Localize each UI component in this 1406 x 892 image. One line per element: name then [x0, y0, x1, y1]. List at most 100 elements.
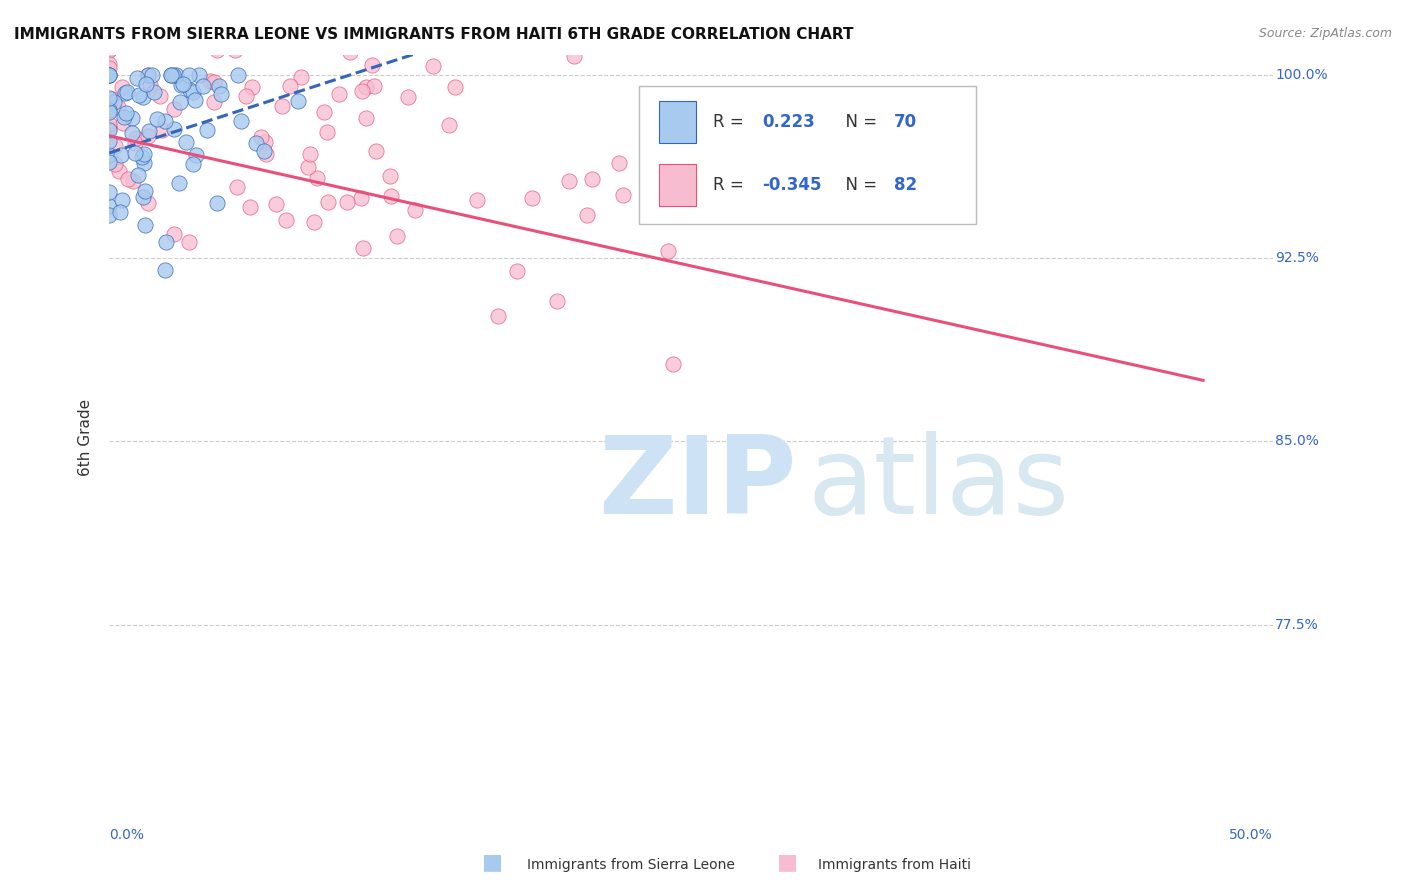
Text: 85.0%: 85.0% — [1275, 434, 1319, 449]
Point — [125, 71, 148, 86]
FancyBboxPatch shape — [658, 164, 696, 206]
Point — [339, 45, 361, 59]
Point — [378, 169, 401, 184]
Point — [298, 147, 321, 161]
Point — [136, 129, 159, 144]
Point — [98, 68, 121, 82]
Point — [657, 244, 679, 259]
Text: N =: N = — [835, 177, 883, 194]
Point — [177, 235, 200, 249]
Point — [363, 79, 385, 94]
Point — [131, 190, 153, 204]
Text: 0.0%: 0.0% — [110, 828, 145, 842]
Point — [142, 85, 165, 99]
Point — [205, 43, 228, 57]
Text: IMMIGRANTS FROM SIERRA LEONE VS IMMIGRANTS FROM HAITI 6TH GRADE CORRELATION CHAR: IMMIGRANTS FROM SIERRA LEONE VS IMMIGRAN… — [14, 27, 853, 42]
Point — [136, 195, 159, 210]
Point — [235, 89, 257, 103]
Point — [98, 43, 121, 57]
Point — [264, 197, 287, 211]
Point — [287, 95, 309, 109]
Point — [138, 124, 160, 138]
Text: ■: ■ — [482, 853, 502, 872]
Point — [224, 43, 246, 57]
Text: 82: 82 — [894, 177, 917, 194]
Point — [98, 103, 121, 117]
Text: 50.0%: 50.0% — [1229, 828, 1272, 842]
Point — [98, 198, 121, 212]
Point — [163, 227, 186, 242]
Point — [98, 123, 121, 137]
Point — [200, 73, 222, 87]
Point — [114, 105, 136, 120]
Point — [422, 59, 444, 73]
Point — [239, 200, 262, 214]
Point — [558, 174, 581, 188]
Point — [385, 228, 408, 243]
Text: 77.5%: 77.5% — [1275, 618, 1319, 632]
Point — [202, 75, 225, 89]
Point — [98, 57, 121, 71]
Point — [253, 144, 276, 158]
Point — [110, 80, 132, 95]
Text: R =: R = — [713, 177, 749, 194]
Point — [208, 79, 231, 94]
Text: atlas: atlas — [807, 431, 1070, 537]
Point — [437, 119, 460, 133]
Point — [181, 157, 204, 171]
Point — [169, 95, 191, 110]
Point — [271, 99, 294, 113]
Point — [128, 87, 150, 102]
Point — [104, 138, 127, 153]
Point — [134, 184, 156, 198]
Point — [117, 86, 139, 100]
Point — [245, 136, 267, 150]
Point — [98, 117, 121, 131]
Point — [352, 84, 374, 98]
Point — [290, 70, 312, 84]
Point — [132, 90, 155, 104]
Point — [350, 191, 373, 205]
Point — [98, 208, 121, 222]
Point — [160, 68, 183, 82]
Point — [202, 95, 225, 109]
Text: ■: ■ — [778, 853, 797, 872]
Point — [612, 188, 634, 202]
Point — [111, 193, 134, 207]
Point — [155, 235, 177, 249]
Point — [98, 69, 121, 83]
Point — [169, 176, 191, 190]
Point — [250, 130, 273, 145]
Point — [240, 79, 263, 94]
Point — [98, 154, 121, 169]
Point — [141, 68, 163, 82]
Point — [124, 146, 146, 161]
Point — [132, 156, 155, 170]
Point — [163, 102, 186, 116]
Point — [122, 174, 145, 188]
Point — [226, 180, 249, 194]
Point — [146, 112, 169, 126]
Point — [364, 144, 387, 158]
Point — [179, 83, 201, 97]
Point — [150, 122, 173, 136]
Text: Immigrants from Sierra Leone: Immigrants from Sierra Leone — [527, 858, 735, 872]
Point — [104, 157, 127, 171]
Point — [254, 135, 277, 149]
Point — [336, 195, 359, 210]
Point — [149, 89, 172, 103]
Point — [153, 262, 176, 277]
Point — [316, 195, 339, 210]
Text: 100.0%: 100.0% — [1275, 68, 1327, 82]
Point — [274, 213, 297, 227]
Point — [506, 264, 529, 278]
Point — [153, 113, 176, 128]
Point — [254, 147, 277, 161]
Point — [125, 131, 148, 145]
Point — [134, 218, 156, 232]
Point — [396, 89, 419, 103]
Text: Source: ZipAtlas.com: Source: ZipAtlas.com — [1258, 27, 1392, 40]
Point — [280, 78, 302, 93]
Point — [98, 121, 121, 136]
Point — [117, 172, 139, 186]
